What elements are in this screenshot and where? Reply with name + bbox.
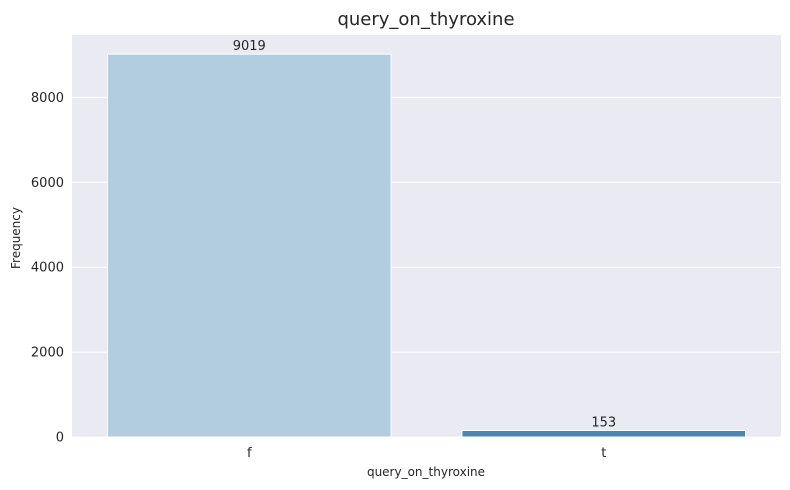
y-tick-label: 0 [56,431,64,446]
x-tick-label-t: t [601,446,606,461]
y-axis-label: Frequency [9,207,23,269]
data-label-f: 9019 [233,39,266,54]
chart-title: query_on_thyroxine [337,9,514,30]
y-tick-label: 8000 [31,91,64,106]
bar-t [461,430,747,438]
x-tick-label-f: f [247,446,252,461]
data-label-t: 153 [591,416,616,431]
y-tick-label: 2000 [31,346,64,361]
data-labels: 9019 153 [233,39,616,430]
bars [106,53,747,438]
y-axis-ticks: 0 2000 4000 6000 8000 [31,91,64,446]
bar-f [106,53,392,438]
y-tick-label: 6000 [31,176,64,191]
x-axis-label: query_on_thyroxine [367,465,485,479]
y-tick-label: 4000 [31,261,64,276]
